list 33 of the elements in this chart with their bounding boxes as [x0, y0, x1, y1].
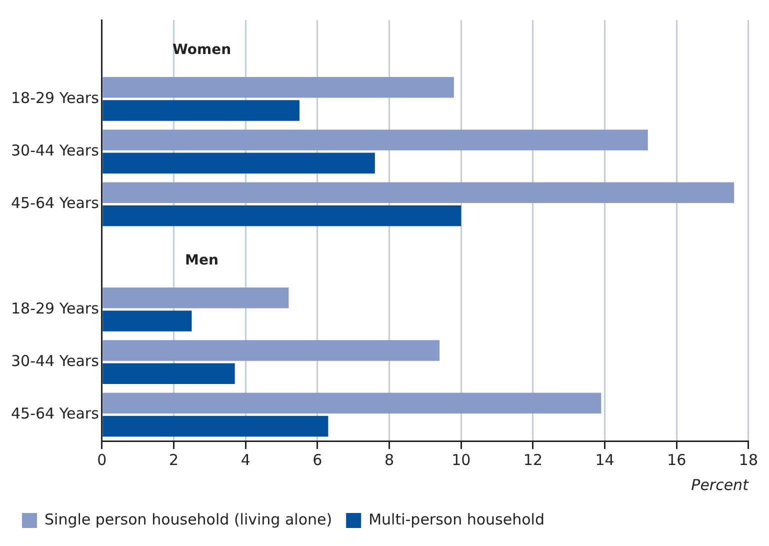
bar — [102, 100, 300, 121]
legend-label: Single person household (living alone) — [44, 510, 332, 528]
x-tick-label: 14 — [595, 450, 614, 469]
bar — [102, 287, 289, 308]
x-tick-label: 2 — [168, 450, 179, 469]
bar — [102, 152, 375, 174]
x-tick-label: 6 — [312, 450, 322, 469]
bar — [102, 340, 440, 361]
bar — [102, 205, 462, 226]
x-tick-label: 18 — [738, 450, 758, 469]
bar — [102, 310, 192, 332]
x-tick-label: 0 — [97, 450, 107, 469]
x-axis-title: Percent — [691, 476, 750, 494]
x-tick-label: 12 — [523, 450, 542, 469]
x-tick-label: 16 — [667, 450, 686, 469]
x-tick-label: 10 — [452, 450, 471, 469]
bar — [102, 182, 734, 204]
annotation: Men — [185, 252, 218, 268]
bar — [102, 76, 454, 98]
bar — [102, 130, 648, 150]
y-tick-label: 45-64 Years — [10, 194, 100, 212]
y-tick-label: 18-29 Years — [10, 88, 100, 107]
y-tick-label: 18-29 Years — [10, 299, 100, 318]
x-tick-label: 8 — [384, 450, 394, 469]
bar — [102, 363, 235, 384]
annotation: Women — [172, 42, 232, 58]
y-tick-label: 30-44 Years — [10, 352, 100, 370]
legend-label: Multi-person household — [368, 510, 544, 528]
y-tick-label: 45-64 Years — [10, 404, 100, 423]
bar — [102, 392, 602, 414]
y-tick-label: 30-44 Years — [10, 141, 100, 160]
x-tick-label: 4 — [240, 450, 250, 469]
bar — [102, 416, 328, 437]
